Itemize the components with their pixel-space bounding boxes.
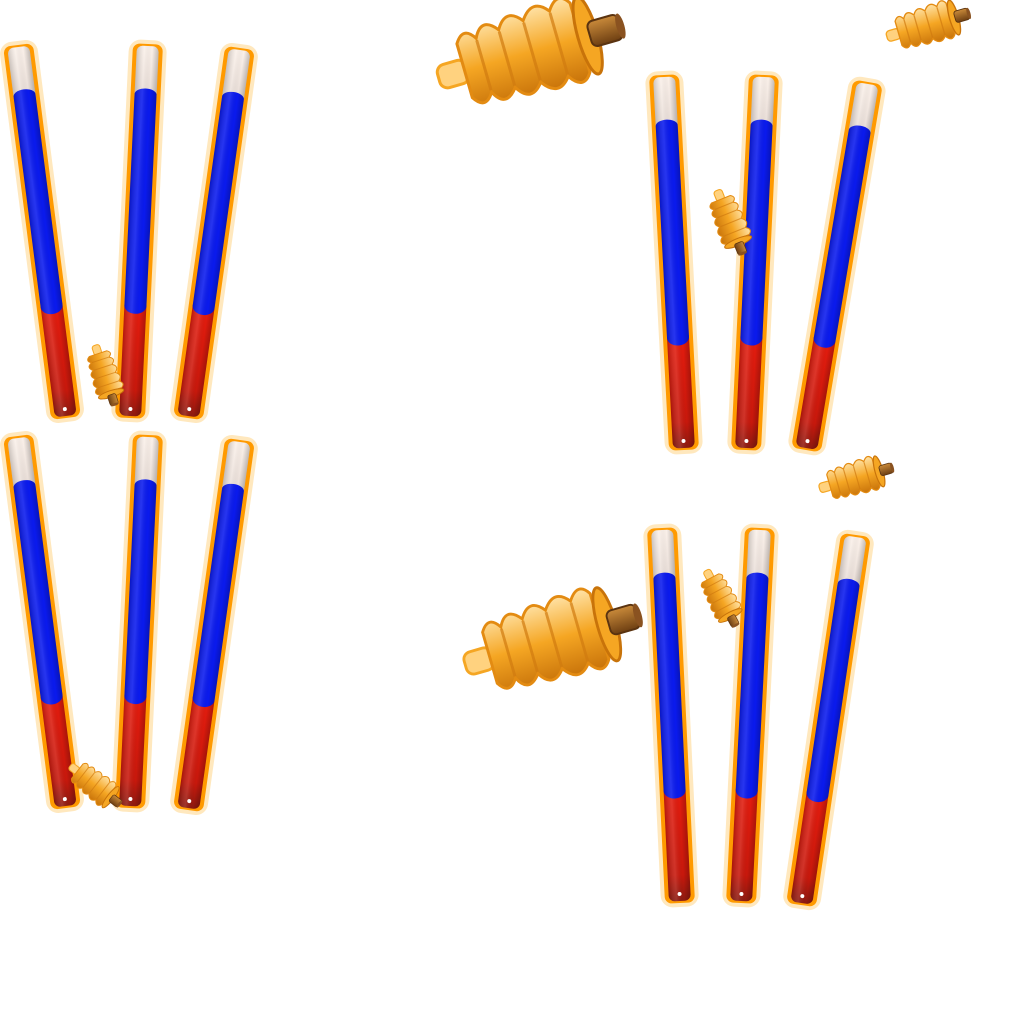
bail xyxy=(814,449,900,506)
bail xyxy=(880,0,977,57)
stump xyxy=(170,42,258,424)
stump xyxy=(788,76,886,456)
stump xyxy=(0,40,84,423)
stump xyxy=(643,523,699,908)
wicket-set-top-right xyxy=(645,70,886,456)
stump xyxy=(722,523,779,908)
stump xyxy=(111,39,167,423)
stump xyxy=(111,430,167,813)
stump xyxy=(645,70,703,455)
wicket-set-top-left xyxy=(0,39,258,424)
stump xyxy=(727,70,783,455)
stump xyxy=(170,434,258,816)
bail xyxy=(452,573,655,707)
stump xyxy=(783,529,874,911)
wicket-set-bottom-left xyxy=(0,430,258,816)
bail xyxy=(425,0,638,122)
stump xyxy=(0,431,84,813)
wicket-set-bottom-right xyxy=(643,523,874,911)
